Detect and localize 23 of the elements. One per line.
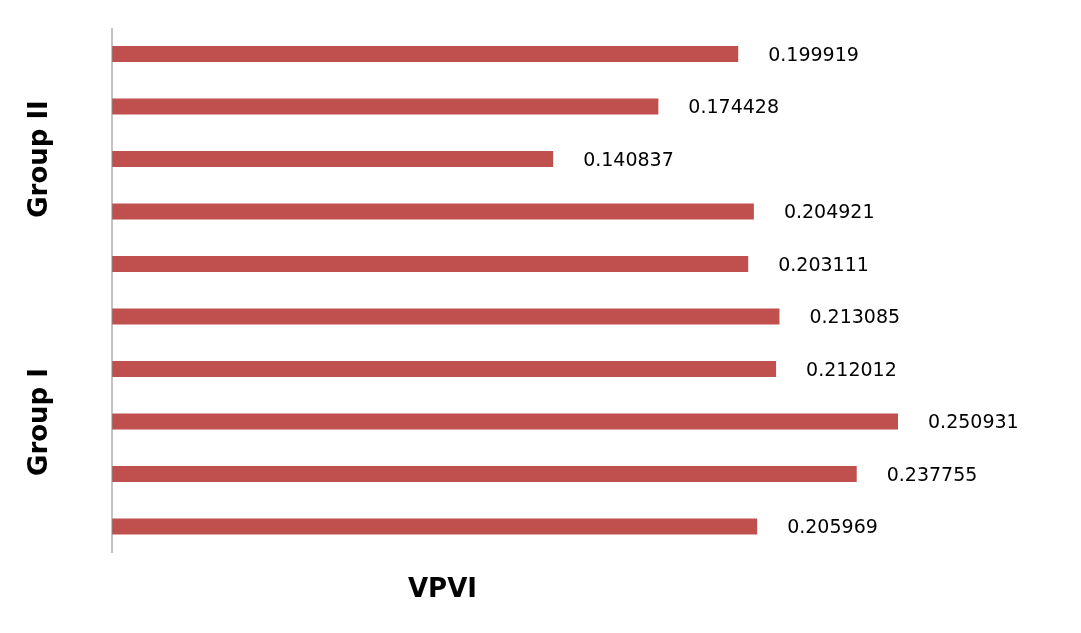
bar xyxy=(112,98,659,115)
text: Group I xyxy=(23,367,53,476)
data-label: 0.205969 xyxy=(787,515,878,538)
data-label: 0.237755 xyxy=(886,462,978,485)
x-axis-title: VPVI xyxy=(408,573,477,603)
data-label: 0.174428 xyxy=(688,95,780,118)
bar xyxy=(112,256,749,272)
data-label: 0.212012 xyxy=(806,357,897,380)
bar xyxy=(112,151,554,167)
data-label: 0.199919 xyxy=(768,42,859,65)
data-label: 0.203111 xyxy=(778,252,869,275)
bar xyxy=(112,203,754,220)
bar xyxy=(112,46,739,62)
bar xyxy=(112,308,780,325)
data-label: 0.213085 xyxy=(809,305,901,328)
data-label: 0.204921 xyxy=(783,200,875,223)
bar xyxy=(112,466,857,482)
bar xyxy=(112,361,777,377)
data-label: 0.250931 xyxy=(928,410,1019,433)
text: Group II xyxy=(23,100,53,219)
data-label: 0.140837 xyxy=(583,147,674,170)
bar xyxy=(112,518,758,535)
bar xyxy=(112,413,898,430)
